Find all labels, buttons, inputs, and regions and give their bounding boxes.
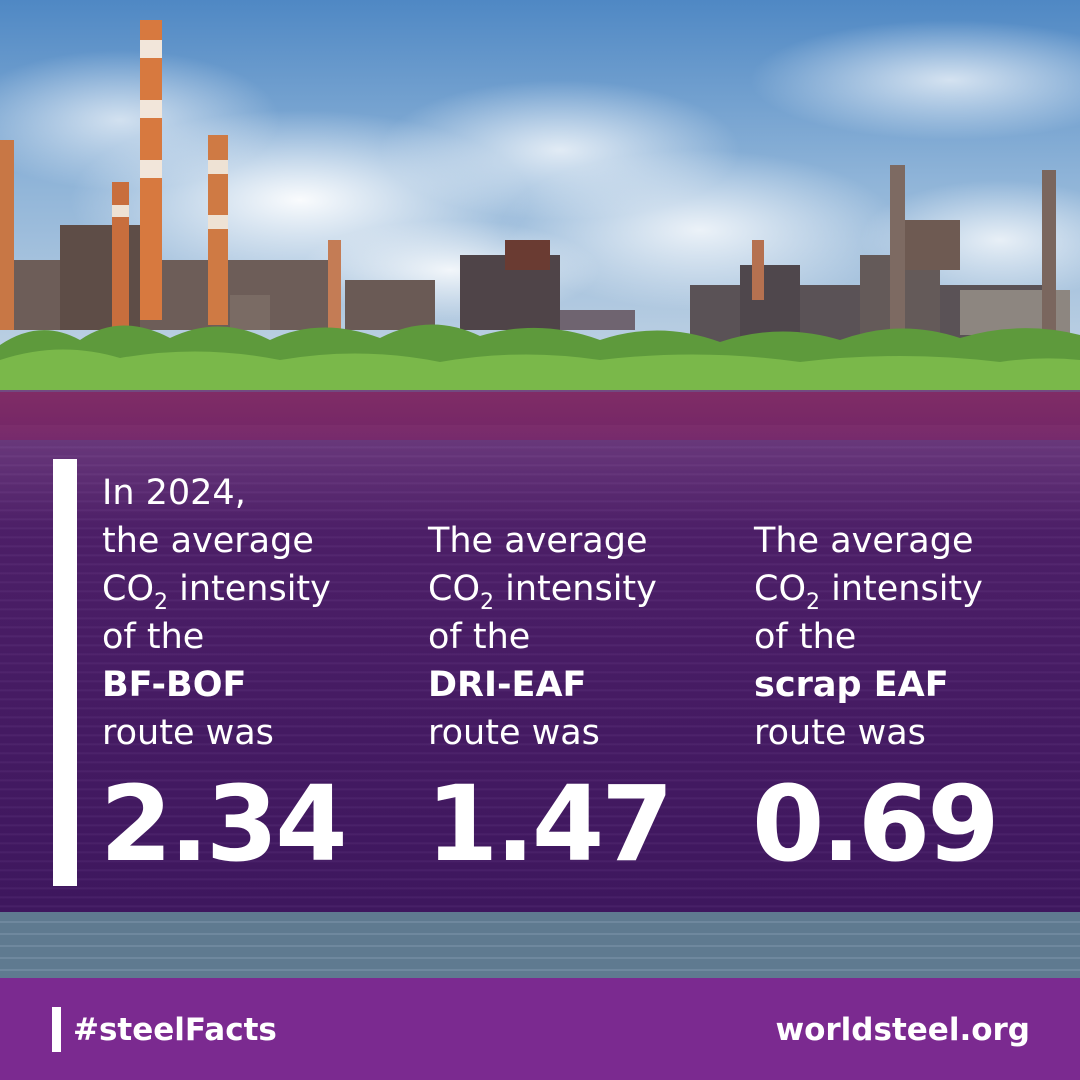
intro-year: In 2024, <box>102 473 246 513</box>
co2-subscript: 2 <box>480 590 494 615</box>
intensity-value: 0.69 <box>752 763 1000 885</box>
accent-bar <box>53 459 77 886</box>
co2-intensity-label: CO2 intensity <box>428 569 657 615</box>
co2-rest: intensity <box>494 569 657 609</box>
co2-intensity-label: CO2 intensity <box>754 569 983 615</box>
of-the-label: of the <box>428 617 531 657</box>
route-was-label: route was <box>754 713 926 753</box>
co2-subscript: 2 <box>806 590 820 615</box>
route-was-label: route was <box>428 713 600 753</box>
hashtag-label: #steelFacts <box>73 1012 277 1048</box>
purple-overlay <box>0 390 1080 912</box>
footer-bar <box>0 978 1080 1080</box>
route-name: BF-BOF <box>102 665 247 705</box>
footer-accent-bar <box>52 1007 61 1052</box>
intensity-value: 2.34 <box>100 763 348 885</box>
route-name: scrap EAF <box>754 665 949 705</box>
co2-prefix: CO <box>102 569 154 609</box>
co2-rest: intensity <box>820 569 983 609</box>
route-name: DRI-EAF <box>428 665 587 705</box>
co2-intensity-label: CO2 intensity <box>102 569 331 615</box>
co2-prefix: CO <box>754 569 806 609</box>
co2-subscript: 2 <box>154 590 168 615</box>
intensity-value: 1.47 <box>426 763 674 885</box>
average-label: The average <box>428 521 648 561</box>
of-the-label: of the <box>754 617 857 657</box>
co2-rest: intensity <box>168 569 331 609</box>
of-the-label: of the <box>102 617 205 657</box>
co2-prefix: CO <box>428 569 480 609</box>
average-label: the average <box>102 521 314 561</box>
route-was-label: route was <box>102 713 274 753</box>
water-texture <box>0 440 1080 910</box>
average-label: The average <box>754 521 974 561</box>
website-link[interactable]: worldsteel.org <box>775 1012 1030 1048</box>
